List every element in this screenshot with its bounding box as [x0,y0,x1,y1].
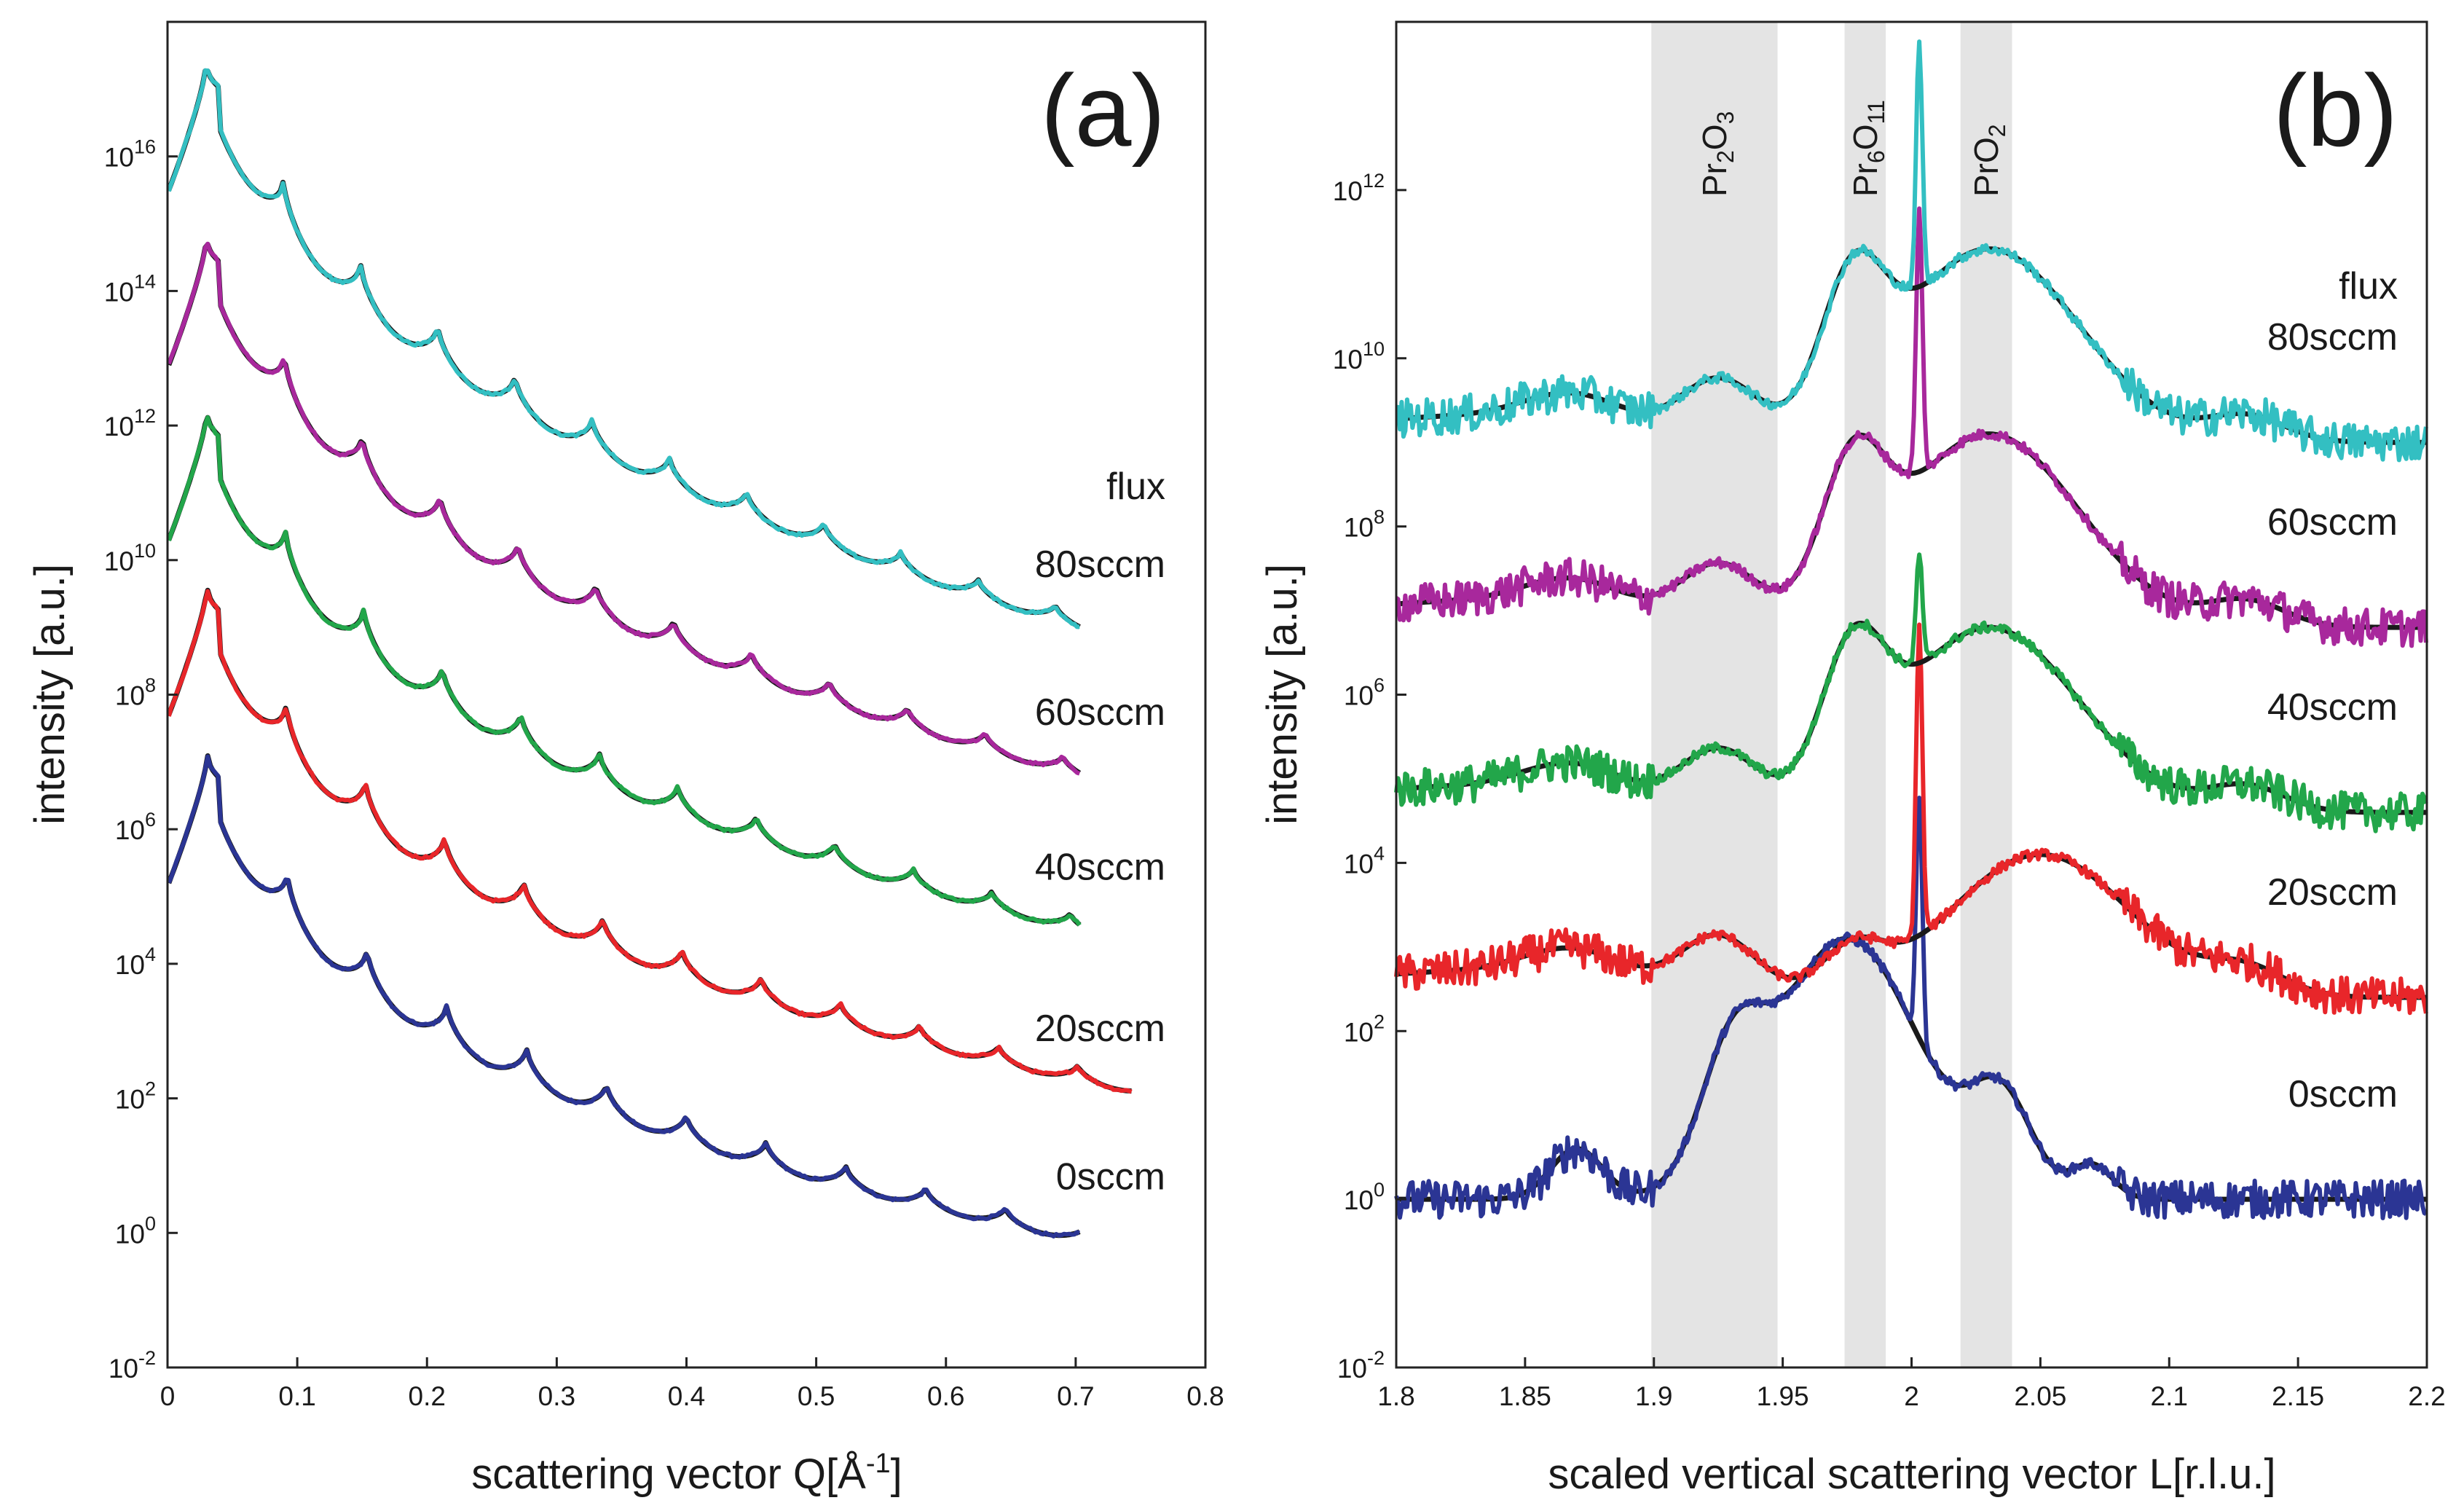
panel-b-ytick-label: 10-2 [1337,1347,1385,1384]
panel-a-80sccm-data-line [166,68,1080,629]
panel-a-series-labels: 0sccm 20sccm 40sccm 60sccm 80sccm [1035,543,1165,1198]
panel-b-ytick-label: 108 [1344,506,1385,543]
panel-a-xlabel: scattering vector Q[Å-1] [471,1448,902,1498]
panel-a-0sccm-fit-line [166,753,1081,1239]
panel-b-series-label-0sccm: 0sccm [2288,1073,2398,1115]
panel-a-xtick-label: 0.4 [668,1381,705,1411]
panel-a-ylabel: intensity [a.u.] [26,564,74,825]
panel-a-ticks: 0 0.1 0.2 0.3 0.4 0.5 0.6 0.7 0.8 10-2 100 102 104 10… [104,136,1224,1411]
panel-a-ytick-label: 10-2 [109,1347,156,1384]
panel-b-xtick-label: 1.85 [1499,1381,1551,1411]
panel-a-40sccm-fit-line [166,415,1082,927]
panel-b-phase-band [1960,22,2012,1367]
panel-a-xtick-label: 0.1 [278,1381,315,1411]
panel-b-band-label: Pr2O3 [1696,111,1739,197]
panel-b-xtick-label: 2 [1904,1381,1919,1411]
panel-b-curves [1394,39,2428,1220]
panel-a-series-label-60sccm: 60sccm [1035,691,1165,734]
panel-b-series-label-40sccm: 40sccm [2267,686,2398,729]
panel-b-xtick-label: 2.15 [2272,1381,2324,1411]
panel-b-ytick-label: 1010 [1333,338,1385,374]
panel-b-series-label-60sccm: 60sccm [2267,501,2398,543]
panel-b-xtick-label: 2.1 [2151,1381,2188,1411]
panel-b-ytick-label: 1012 [1333,170,1385,206]
panel-b-20sccm-data-line [1394,622,2428,1016]
panel-b-band-label: Pr6O11 [1846,100,1889,197]
panel-a-ytick-label: 1012 [104,405,156,441]
panel-a-series-label-0sccm: 0sccm [1056,1155,1165,1198]
panel-b-40sccm-data-line [1394,552,2428,833]
panel-a-xtick-label: 0.2 [409,1381,446,1411]
panel-b-phase-band [1651,22,1778,1367]
panel-b-xtick-label: 2.2 [2408,1381,2445,1411]
panel-a-80sccm-fit-line [166,68,1081,629]
panel-b-ticks: 1.8 1.85 1.9 1.95 2 2.05 2.1 2.15 2.2 10-2 100 102 1… [1333,170,2446,1411]
panel-b-80sccm-data-line [1396,39,2428,463]
panel-b-ytick-label: 100 [1344,1179,1385,1215]
panel-a-xtick-label: 0.3 [538,1381,575,1411]
panel-b-series-label-20sccm: 20sccm [2267,871,2398,914]
panel-b-band-labels: Pr2O3 Pr6O11 PrO2 [1696,100,2010,197]
panel-b-xtick-label: 1.95 [1757,1381,1809,1411]
panel-a-xtick-label: 0 [160,1381,176,1411]
panel-a-curves [166,68,1133,1239]
panel-a-20sccm-fit-line [166,587,1132,1094]
panel-b-ytick-label: 102 [1344,1010,1385,1047]
panel-a-60sccm-data-line [166,241,1081,776]
panel-a-xtick-label: 0.7 [1057,1381,1094,1411]
panel-b-legend-title: flux [2339,265,2398,307]
panel-a-ytick-label: 102 [115,1078,156,1115]
panel-a-40sccm-data-line [166,415,1082,927]
panel-b-ytick-label: 106 [1344,675,1385,711]
panel-b-xtick-label: 1.8 [1377,1381,1414,1411]
panel-b-band-label: PrO2 [1967,124,2010,197]
panel-a-0sccm-data-line [167,754,1080,1239]
panel-b-series-label-80sccm: 80sccm [2267,316,2398,358]
panel-b-xlabel: scaled vertical scattering vector L[r.l.… [1548,1451,2275,1498]
panel-a-20sccm-data-line [166,589,1133,1094]
panel-b-series-labels: 0sccm 20sccm 40sccm 60sccm 80sccm [2267,316,2398,1115]
panel-a-xtick-label: 0.5 [798,1381,835,1411]
panel-a-ytick-label: 108 [115,675,156,711]
panel-b-phase-bands [1651,22,2012,1367]
panel-b-ytick-label: 104 [1344,842,1385,879]
panel-b-xtick-label: 1.9 [1635,1381,1672,1411]
panel-b-xtick-label: 2.05 [2014,1381,2066,1411]
panel-a-label: (a) [1041,53,1165,168]
panel-a-series-label-20sccm: 20sccm [1035,1008,1165,1050]
panel-a-xtick-label: 0.6 [927,1381,964,1411]
panel-b-0sccm-data-line [1394,796,2428,1220]
panel-a-ytick-label: 104 [115,943,156,980]
panel-a-series-label-40sccm: 40sccm [1035,846,1165,888]
panel-a-60sccm-fit-line [166,242,1082,775]
panel-a-ytick-label: 1016 [104,136,156,173]
panel-b: 1.8 1.85 1.9 1.95 2 2.05 2.1 2.15 2.2 10-2 100 102 1… [1259,20,2446,1498]
panel-a-ytick-label: 100 [115,1212,156,1249]
panel-b-label: (b) [2273,53,2398,168]
panel-b-ylabel: intensity [a.u.] [1259,564,1306,825]
panel-b-60sccm-data-line [1395,206,2428,648]
panel-a-ytick-label: 1010 [104,540,156,576]
panel-a: 0 0.1 0.2 0.3 0.4 0.5 0.6 0.7 0.8 10-2 100 102 104 10… [26,20,1224,1498]
panel-a-ytick-label: 1014 [104,270,156,307]
panel-a-ytick-label: 106 [115,809,156,845]
panel-a-xtick-label: 0.8 [1186,1381,1224,1411]
panel-b-phase-band [1844,22,1886,1367]
panel-a-legend-title: flux [1106,466,1165,508]
panel-a-series-label-80sccm: 80sccm [1035,543,1165,586]
